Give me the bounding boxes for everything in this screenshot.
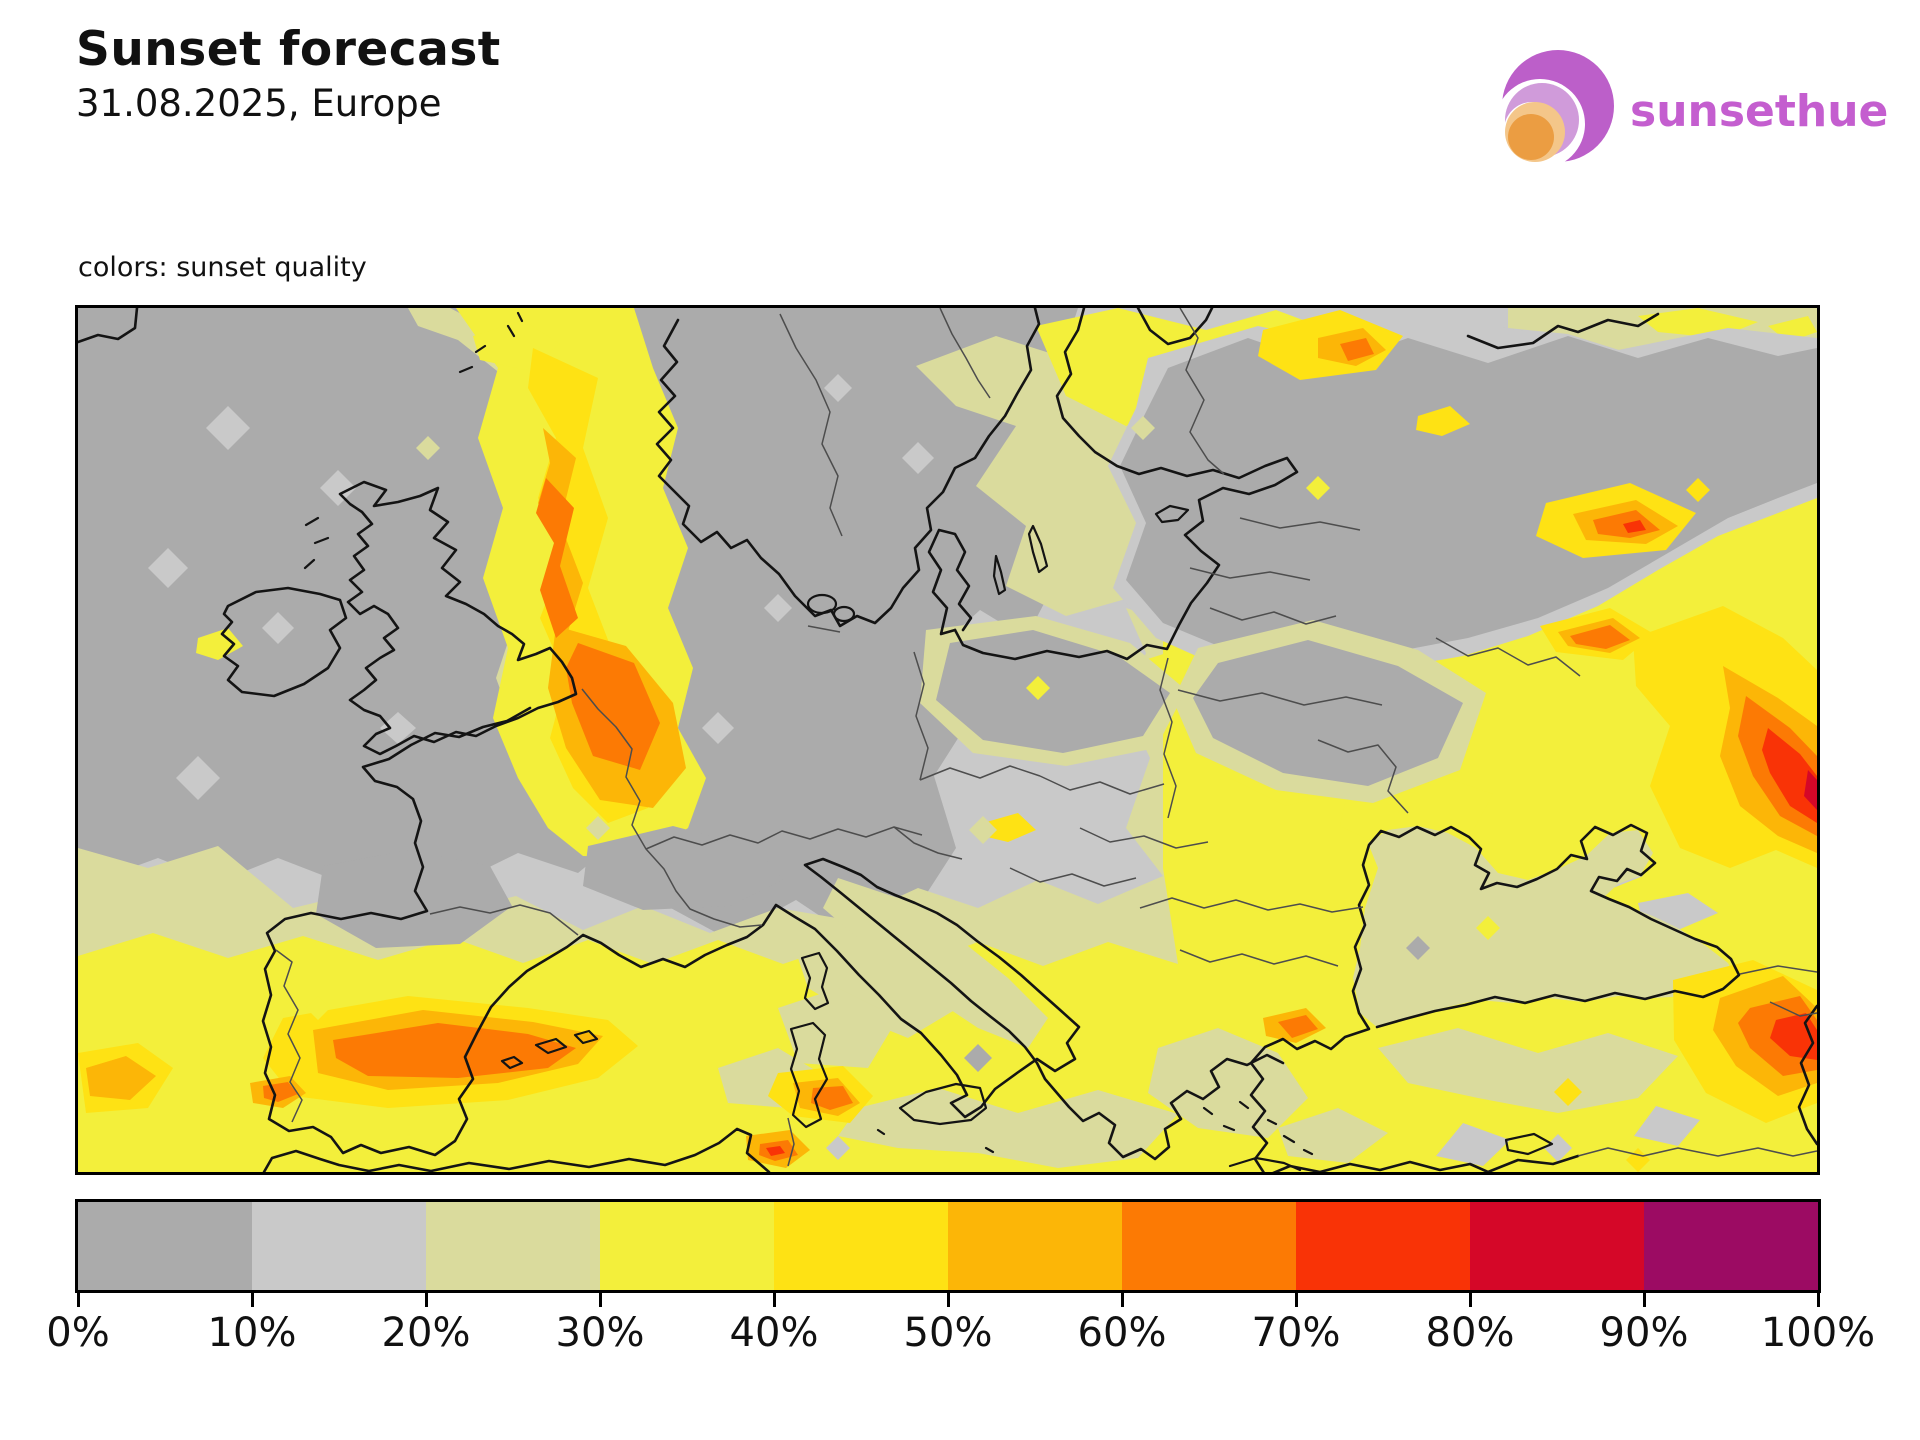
colorbar-tick bbox=[1121, 1290, 1124, 1307]
colorbar-tick bbox=[251, 1290, 254, 1307]
colorbar-labels: 0% 10% 20% 30% 40% 50% 60% 70% 80% 90% 100% bbox=[46, 1310, 1875, 1370]
colorbar-tick bbox=[947, 1290, 950, 1307]
colorbar-tick-label: 0% bbox=[46, 1310, 110, 1356]
map-field-noise bbox=[148, 374, 1710, 1172]
colorbar bbox=[75, 1199, 1821, 1293]
forecast-map-canvas bbox=[78, 308, 1817, 1172]
colorbar-tick bbox=[1817, 1290, 1820, 1307]
colorbar-tick bbox=[773, 1290, 776, 1307]
colorbar-tick bbox=[1295, 1290, 1298, 1307]
colorbar-tick-label: 90% bbox=[1599, 1310, 1689, 1356]
forecast-map bbox=[75, 305, 1820, 1175]
colorbar-cell-60-70% bbox=[1122, 1202, 1296, 1290]
map-caption: colors: sunset quality bbox=[78, 252, 367, 283]
colorbar-tick bbox=[77, 1290, 80, 1307]
sunsethue-logo-icon bbox=[1498, 50, 1614, 169]
colorbar-cell-90-100% bbox=[1644, 1202, 1818, 1290]
colorbar-cell-40-50% bbox=[774, 1202, 948, 1290]
page-title: Sunset forecast bbox=[76, 22, 501, 77]
colorbar-tick-label: 30% bbox=[555, 1310, 645, 1356]
colorbar-tick bbox=[1643, 1290, 1646, 1307]
colorbar-cell-10-20% bbox=[252, 1202, 426, 1290]
page-subtitle: 31.08.2025, Europe bbox=[76, 82, 442, 125]
colorbar-cell-70-80% bbox=[1296, 1202, 1470, 1290]
country-borders bbox=[275, 308, 1817, 1167]
colorbar-tick-label: 50% bbox=[903, 1310, 993, 1356]
colorbar-tick-label: 10% bbox=[207, 1310, 297, 1356]
colorbar-cell-50-60% bbox=[948, 1202, 1122, 1290]
colorbar-tick-label: 40% bbox=[729, 1310, 819, 1356]
colorbar-ticks bbox=[75, 1290, 1821, 1310]
colorbar-tick-label: 70% bbox=[1251, 1310, 1341, 1356]
logo-wordmark: sunsethue bbox=[1630, 86, 1889, 137]
colorbar-tick bbox=[1469, 1290, 1472, 1307]
colorbar-cell-30-40% bbox=[600, 1202, 774, 1290]
colorbar-tick-label: 20% bbox=[381, 1310, 471, 1356]
colorbar-cell-80-90% bbox=[1470, 1202, 1644, 1290]
coastlines bbox=[78, 308, 1817, 1172]
colorbar-tick-label: 100% bbox=[1760, 1310, 1876, 1356]
colorbar-cell-20-30% bbox=[426, 1202, 600, 1290]
colorbar-tick-label: 60% bbox=[1077, 1310, 1167, 1356]
logo-sun-core bbox=[1508, 114, 1554, 160]
colorbar-cell-0-10% bbox=[78, 1202, 252, 1290]
colorbar-tick bbox=[425, 1290, 428, 1307]
map-field-gray-lows bbox=[316, 326, 1817, 1166]
colorbar-tick-label: 80% bbox=[1425, 1310, 1515, 1356]
colorbar-tick bbox=[599, 1290, 602, 1307]
